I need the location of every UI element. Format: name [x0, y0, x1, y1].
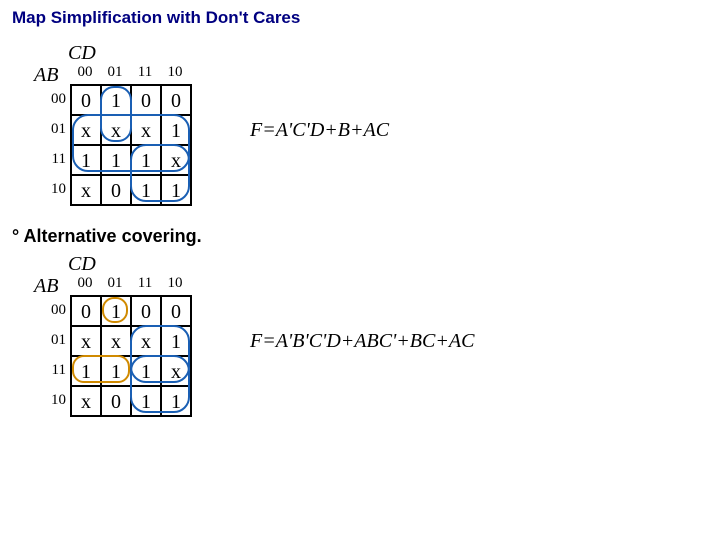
kmap-cell: 0: [101, 175, 131, 205]
row-h: 00: [46, 295, 66, 325]
kmap-cell: 1: [101, 296, 131, 326]
kmap-cell: 1: [161, 326, 191, 356]
kmap-1: CD AB 00 01 11 10 00 01 11 10 0100xxx111…: [40, 50, 200, 210]
page-title: Map Simplification with Don't Cares: [12, 8, 708, 28]
col-h: 10: [160, 275, 190, 292]
kmap-cell: x: [71, 326, 101, 356]
kmap-grid: 0100xxx1111xx011: [70, 84, 192, 206]
kmap-section-2: CD AB 00 01 11 10 00 01 11 10 0100xxx111…: [40, 261, 708, 421]
kmap-cell: 0: [101, 386, 131, 416]
row-h: 01: [46, 325, 66, 355]
kmap-cell: 0: [131, 85, 161, 115]
col-h: 11: [130, 64, 160, 81]
col-h: 01: [100, 64, 130, 81]
subtitle: ° Alternative covering.: [12, 226, 708, 247]
kmap-cell: x: [71, 115, 101, 145]
cd-axis-label: CD: [68, 253, 96, 276]
row-h: 00: [46, 84, 66, 114]
kmap-cell: x: [161, 356, 191, 386]
row-h: 10: [46, 174, 66, 204]
row-h: 11: [46, 355, 66, 385]
kmap-cell: x: [101, 115, 131, 145]
kmap-grid: 0100xxx1111xx011: [70, 295, 192, 417]
kmap-cell: 1: [101, 356, 131, 386]
kmap-cell: 1: [101, 145, 131, 175]
kmap-cell: 1: [131, 175, 161, 205]
kmap-cell: x: [131, 115, 161, 145]
kmap-cell: x: [71, 386, 101, 416]
kmap-section-1: CD AB 00 01 11 10 00 01 11 10 0100xxx111…: [40, 50, 708, 210]
kmap-cell: 1: [161, 175, 191, 205]
kmap-cell: 1: [161, 386, 191, 416]
cd-axis-label: CD: [68, 42, 96, 65]
col-h: 00: [70, 275, 100, 292]
row-h: 10: [46, 385, 66, 415]
kmap-cell: 0: [161, 85, 191, 115]
col-headers: 00 01 11 10: [70, 275, 190, 292]
row-headers: 00 01 11 10: [46, 84, 66, 204]
kmap-2: CD AB 00 01 11 10 00 01 11 10 0100xxx111…: [40, 261, 200, 421]
kmap-cell: 1: [131, 386, 161, 416]
kmap-cell: 1: [101, 85, 131, 115]
kmap-cell: 0: [71, 85, 101, 115]
row-h: 11: [46, 144, 66, 174]
formula-1: F=A'C'D+B+AC: [250, 119, 389, 142]
kmap-cell: x: [161, 145, 191, 175]
kmap-cell: 1: [161, 115, 191, 145]
kmap-cell: 1: [71, 145, 101, 175]
kmap-cell: 1: [131, 356, 161, 386]
col-h: 01: [100, 275, 130, 292]
kmap-cell: x: [101, 326, 131, 356]
formula-2: F=A'B'C'D+ABC'+BC+AC: [250, 330, 474, 353]
col-h: 11: [130, 275, 160, 292]
row-h: 01: [46, 114, 66, 144]
kmap-cell: 1: [71, 356, 101, 386]
kmap-cell: 0: [71, 296, 101, 326]
kmap-cell: 0: [161, 296, 191, 326]
kmap-cell: x: [131, 326, 161, 356]
kmap-cell: 0: [131, 296, 161, 326]
col-headers: 00 01 11 10: [70, 64, 190, 81]
kmap-cell: x: [71, 175, 101, 205]
row-headers: 00 01 11 10: [46, 295, 66, 415]
col-h: 00: [70, 64, 100, 81]
col-h: 10: [160, 64, 190, 81]
kmap-cell: 1: [131, 145, 161, 175]
